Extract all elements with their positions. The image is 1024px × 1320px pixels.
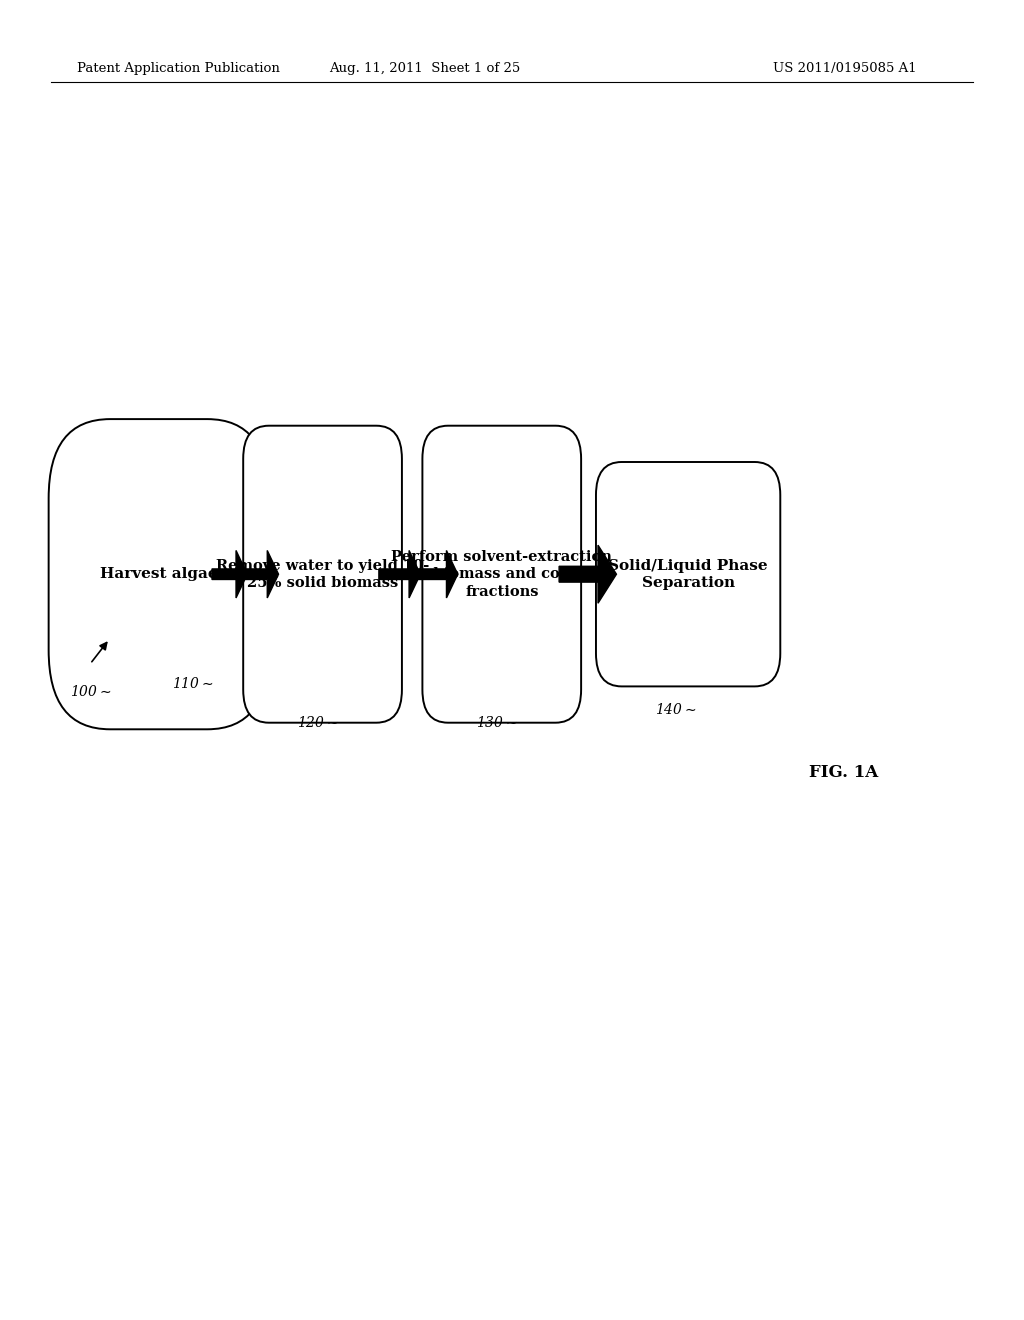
FancyBboxPatch shape [596, 462, 780, 686]
Text: 100$\sim$: 100$\sim$ [70, 684, 111, 698]
Text: Solid/Liquid Phase
Separation: Solid/Liquid Phase Separation [608, 558, 768, 590]
Text: 130$\sim$: 130$\sim$ [476, 715, 517, 730]
Polygon shape [212, 550, 248, 598]
Text: Remove water to yield 10-
25% solid biomass: Remove water to yield 10- 25% solid biom… [216, 558, 429, 590]
FancyBboxPatch shape [422, 426, 582, 723]
Text: Patent Application Publication: Patent Application Publication [77, 62, 280, 75]
Polygon shape [559, 545, 616, 603]
Text: US 2011/0195085 A1: US 2011/0195085 A1 [773, 62, 916, 75]
Text: 110$\sim$: 110$\sim$ [172, 676, 213, 690]
Polygon shape [416, 550, 458, 598]
Polygon shape [244, 550, 279, 598]
Text: 140$\sim$: 140$\sim$ [655, 702, 696, 717]
FancyBboxPatch shape [244, 426, 401, 723]
FancyBboxPatch shape [49, 420, 268, 729]
Text: FIG. 1A: FIG. 1A [809, 764, 879, 780]
Polygon shape [379, 550, 420, 598]
Text: Harvest algae: Harvest algae [100, 568, 217, 581]
Text: Perform solvent-extraction
on biomass and collect
fractions: Perform solvent-extraction on biomass an… [391, 550, 612, 598]
Text: 120$\sim$: 120$\sim$ [297, 715, 338, 730]
Text: Aug. 11, 2011  Sheet 1 of 25: Aug. 11, 2011 Sheet 1 of 25 [330, 62, 520, 75]
